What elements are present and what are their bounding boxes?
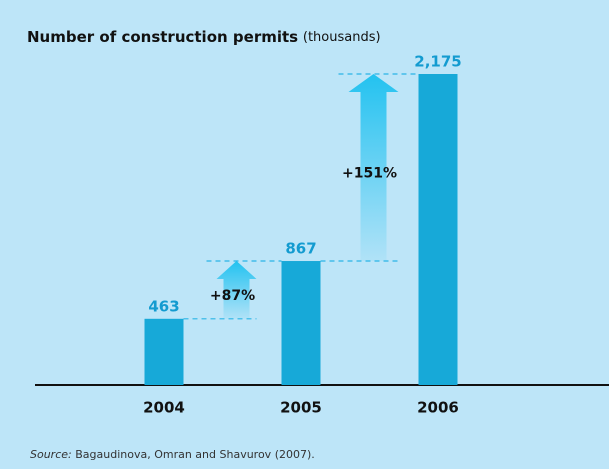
x-tick-label: 2004 bbox=[143, 399, 185, 417]
bar bbox=[281, 261, 321, 385]
bar bbox=[144, 318, 184, 385]
title-unit: (thousands) bbox=[303, 30, 381, 45]
chart-title: Number of construction permits (thousand… bbox=[27, 28, 381, 46]
growth-label: +151% bbox=[342, 166, 397, 182]
x-tick-label: 2006 bbox=[417, 399, 459, 417]
bar bbox=[418, 74, 458, 385]
growth-label: +87% bbox=[210, 288, 255, 304]
title-main: Number of construction permits bbox=[27, 28, 298, 46]
source: Source: Bagaudinova, Omran and Shavurov … bbox=[30, 448, 315, 461]
value-label: 867 bbox=[285, 240, 316, 258]
source-label: Source: bbox=[30, 448, 72, 461]
x-tick-label: 2005 bbox=[280, 399, 322, 417]
value-label: 2,175 bbox=[414, 53, 461, 71]
growth-arrow bbox=[348, 74, 399, 262]
source-text: Bagaudinova, Omran and Shavurov (2007). bbox=[75, 448, 315, 461]
value-label: 463 bbox=[148, 297, 179, 315]
growth-arrow bbox=[216, 261, 257, 319]
